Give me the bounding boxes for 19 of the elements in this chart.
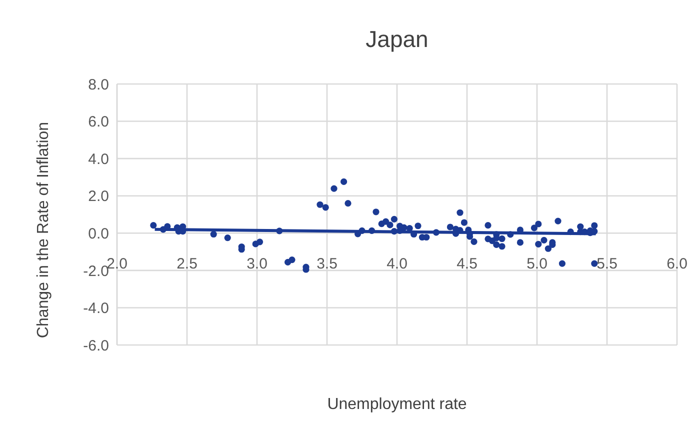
x-tick-label: 4.5 [456,255,478,272]
x-tick-label: 3.5 [316,255,338,272]
x-tick-label: 5.0 [526,255,548,272]
x-tick-label: 5.5 [596,255,618,272]
y-tick-label: -4.0 [83,300,109,318]
x-tick-label: 4.0 [386,255,408,272]
y-tick-label: 4.0 [88,150,109,168]
x-tick-label: 6.0 [666,255,688,272]
y-tick-label: 2.0 [88,188,109,206]
chart-title: Japan [364,26,430,53]
y-tick-label: -6.0 [83,337,109,354]
x-tick-label: 3.0 [246,255,268,272]
y-tick-label: 8.0 [88,76,109,94]
x-axis-title: Unemployment rate [326,396,468,414]
x-tick-label: 2.5 [176,255,198,272]
y-tick-label: -2.0 [83,262,109,280]
y-tick-label: 6.0 [88,114,109,131]
y-tick-label: 0.0 [88,225,109,242]
y-axis-title: Change in the Rate of Inflation [35,121,53,338]
